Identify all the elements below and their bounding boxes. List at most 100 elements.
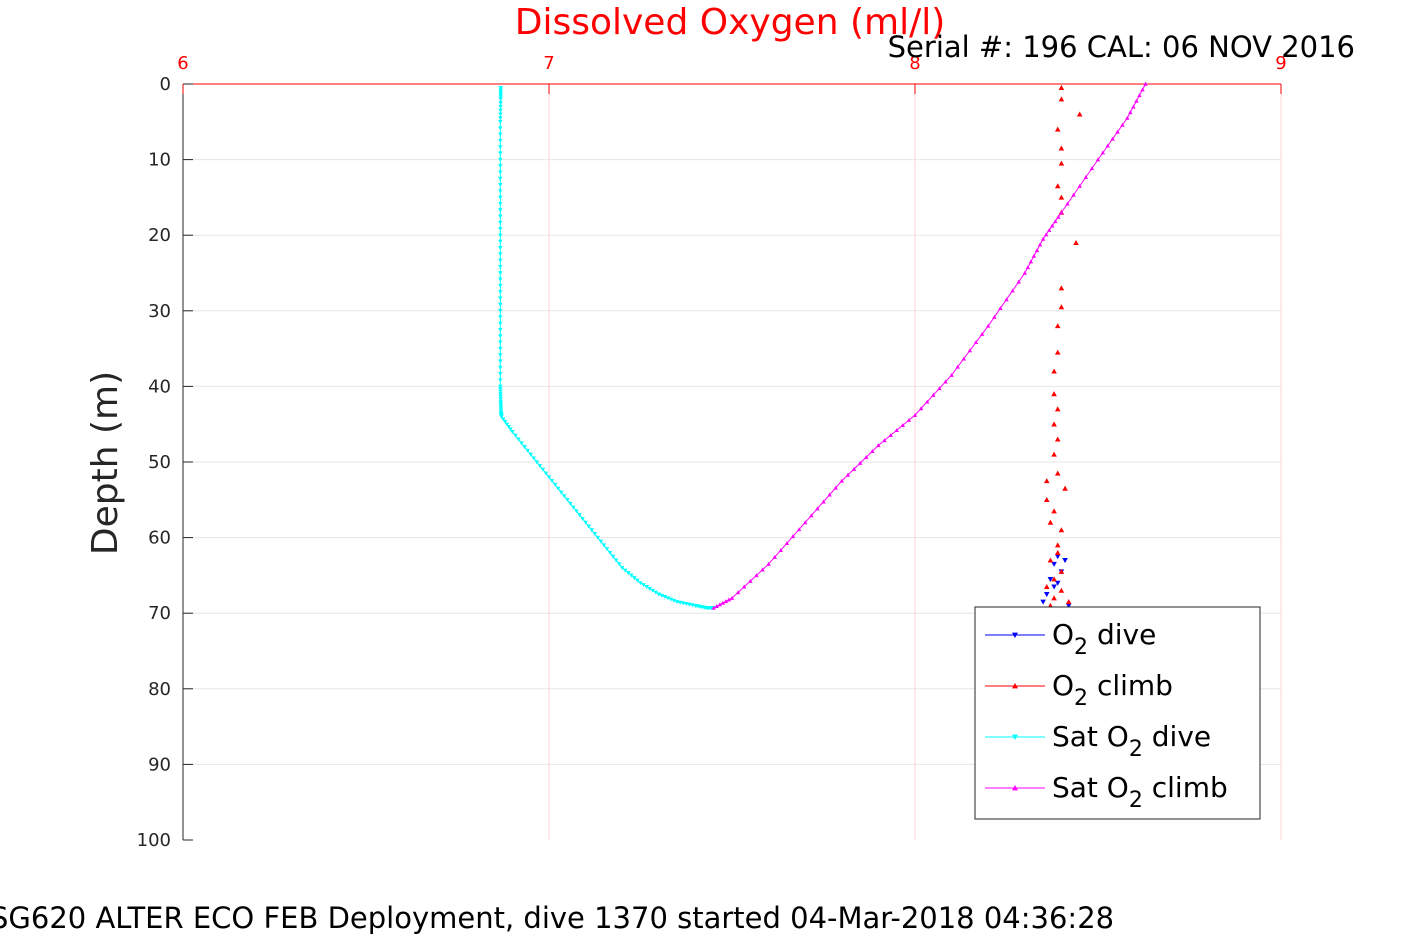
series-sat-o2-dive [498, 86, 716, 611]
legend-swatch-marker [1012, 683, 1018, 689]
data-point [876, 443, 881, 448]
data-point [949, 372, 954, 377]
data-point [1022, 270, 1027, 275]
data-point [1058, 304, 1065, 310]
data-point [1100, 150, 1106, 155]
data-point [498, 309, 503, 313]
y-axis-label: Depth (m) [85, 371, 126, 555]
data-point [665, 596, 671, 601]
data-point [498, 233, 503, 238]
data-point [528, 452, 533, 457]
y-tick-label: 10 [148, 150, 171, 171]
data-point [790, 534, 796, 539]
data-point [498, 157, 503, 162]
data-point [979, 331, 985, 336]
data-point [1025, 265, 1031, 270]
data-point [723, 599, 729, 604]
data-point [552, 482, 558, 487]
data-point [1054, 542, 1061, 548]
legend-entry-label: O2 dive [1052, 618, 1156, 660]
data-point [498, 126, 503, 131]
data-point [562, 494, 567, 499]
data-point [498, 176, 503, 181]
data-point [1058, 160, 1065, 166]
chart-caption: SG620 ALTER ECO FEB Deployment, dive 137… [0, 901, 1114, 935]
data-point [577, 513, 582, 518]
data-point [1120, 122, 1125, 127]
data-point [498, 359, 503, 364]
data-point [735, 590, 741, 595]
data-point [499, 414, 504, 419]
data-point [1058, 527, 1065, 533]
y-tick-label: 70 [148, 603, 171, 624]
data-point [498, 353, 503, 358]
data-point [498, 170, 503, 175]
data-point [967, 348, 973, 353]
data-point [1058, 145, 1065, 151]
data-point [1054, 470, 1061, 476]
data-point [498, 189, 503, 194]
data-point [508, 427, 513, 432]
data-point [1128, 110, 1133, 115]
chart-subtitle: Serial #: 196 CAL: 06 NOV 2016 [888, 30, 1355, 64]
data-point [821, 499, 826, 504]
data-point [1089, 166, 1095, 171]
x-tick-label: 8 [909, 53, 920, 74]
series-o2-climb [1036, 84, 1083, 612]
data-point [1051, 451, 1057, 457]
data-point [1054, 436, 1061, 442]
data-point [519, 441, 524, 446]
y-tick-label: 20 [148, 225, 171, 246]
data-point [833, 485, 838, 490]
data-point [1040, 236, 1046, 241]
data-point [525, 448, 530, 453]
data-point [498, 227, 503, 232]
data-point [498, 296, 503, 301]
data-point [1110, 136, 1115, 141]
data-point [623, 568, 628, 573]
data-point [540, 467, 546, 472]
data-point [1071, 192, 1076, 197]
data-point [571, 505, 576, 510]
data-point [906, 417, 912, 422]
data-point [925, 399, 930, 404]
legend-entry-label: O2 climb [1052, 669, 1173, 711]
data-point [918, 406, 924, 411]
data-point [513, 433, 518, 438]
data-point [857, 460, 863, 465]
data-point [568, 501, 573, 506]
data-point [644, 584, 649, 589]
data-point [803, 520, 808, 525]
data-point [1054, 580, 1061, 586]
data-point [1051, 421, 1057, 427]
legend-entry-label: Sat O2 dive [1052, 720, 1211, 762]
data-point [607, 550, 613, 555]
data-point [498, 97, 503, 102]
data-point [546, 475, 552, 480]
data-point [592, 532, 597, 537]
data-point [498, 387, 503, 392]
data-point [498, 365, 503, 370]
data-point [1004, 297, 1009, 302]
data-point [498, 101, 503, 106]
data-point [809, 513, 814, 518]
data-point [498, 252, 503, 257]
data-point [534, 460, 539, 465]
data-point [629, 573, 634, 578]
series-o2-dive [1040, 554, 1072, 609]
x-tick-label: 7 [543, 53, 554, 74]
data-point [613, 558, 619, 563]
data-point [1076, 111, 1083, 117]
data-point [961, 356, 966, 361]
data-point [1051, 391, 1057, 397]
data-point [498, 389, 503, 394]
data-point [729, 595, 735, 600]
data-point [1043, 592, 1050, 598]
y-tick-label: 30 [148, 301, 171, 322]
data-point [595, 535, 600, 540]
data-point [955, 364, 960, 369]
data-point [498, 116, 503, 121]
data-point [656, 592, 661, 597]
legend: O2 dive O2 climb Sat O2 dive Sat O2 climb [974, 606, 1261, 820]
